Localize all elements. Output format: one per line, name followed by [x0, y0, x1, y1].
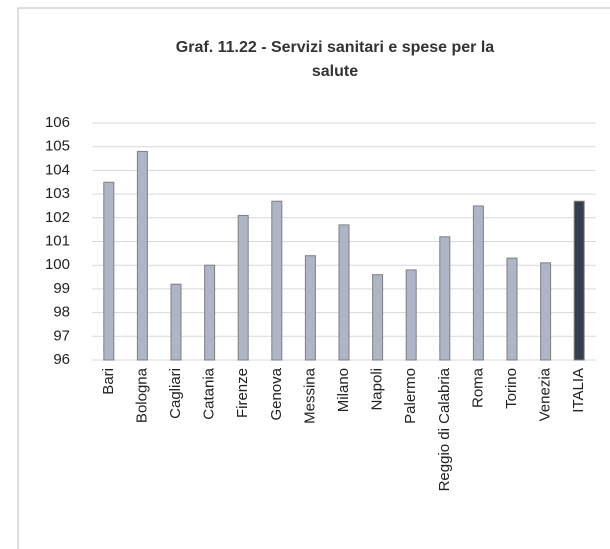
y-tick-label: 100	[45, 256, 70, 273]
x-tick-label: Messina	[301, 367, 318, 424]
y-tick-label: 96	[53, 351, 70, 368]
bar	[338, 224, 350, 361]
bar	[573, 200, 585, 361]
bar	[204, 264, 216, 361]
x-tick-label: Firenze	[234, 368, 251, 418]
x-tick-label: Venezia	[537, 367, 554, 421]
bar	[136, 150, 148, 361]
y-tick-label: 102	[45, 209, 70, 226]
y-tick-label: 105	[45, 138, 70, 155]
x-tick-label: Napoli	[369, 368, 386, 411]
bar	[170, 283, 182, 361]
chart-title: Graf. 11.22 - Servizi sanitari e spese p…	[175, 39, 495, 80]
x-tick-label: Bologna	[133, 367, 150, 423]
x-tick-label: Cagliari	[167, 368, 184, 419]
bar	[103, 181, 115, 361]
x-tick-label: Torino	[503, 368, 520, 409]
y-tick-label: 97	[53, 327, 70, 344]
bar	[271, 200, 283, 361]
bar	[540, 262, 552, 361]
bar	[439, 236, 451, 361]
bar	[304, 255, 316, 361]
bar	[506, 257, 518, 361]
bar	[472, 205, 484, 361]
x-tick-label: Milano	[335, 368, 352, 412]
bar	[372, 274, 384, 361]
x-tick-label: Reggio di Calabria	[436, 367, 453, 491]
y-tick-label: 99	[53, 280, 70, 297]
chart-frame	[17, 7, 610, 549]
x-tick-label: Catania	[201, 367, 218, 419]
x-tick-label: ITALIA	[570, 368, 587, 413]
y-tick-label: 106	[45, 114, 70, 131]
bar	[237, 214, 249, 361]
y-tick-label: 98	[53, 304, 70, 321]
y-tick-label: 101	[45, 232, 70, 249]
bar	[405, 269, 417, 361]
x-tick-label: Palermo	[402, 368, 419, 424]
x-tick-label: Roma	[469, 367, 486, 408]
y-tick-label: 104	[45, 161, 70, 178]
x-tick-label: Bari	[100, 368, 117, 395]
x-tick-label: Genova	[268, 367, 285, 420]
y-tick-label: 103	[45, 185, 70, 202]
